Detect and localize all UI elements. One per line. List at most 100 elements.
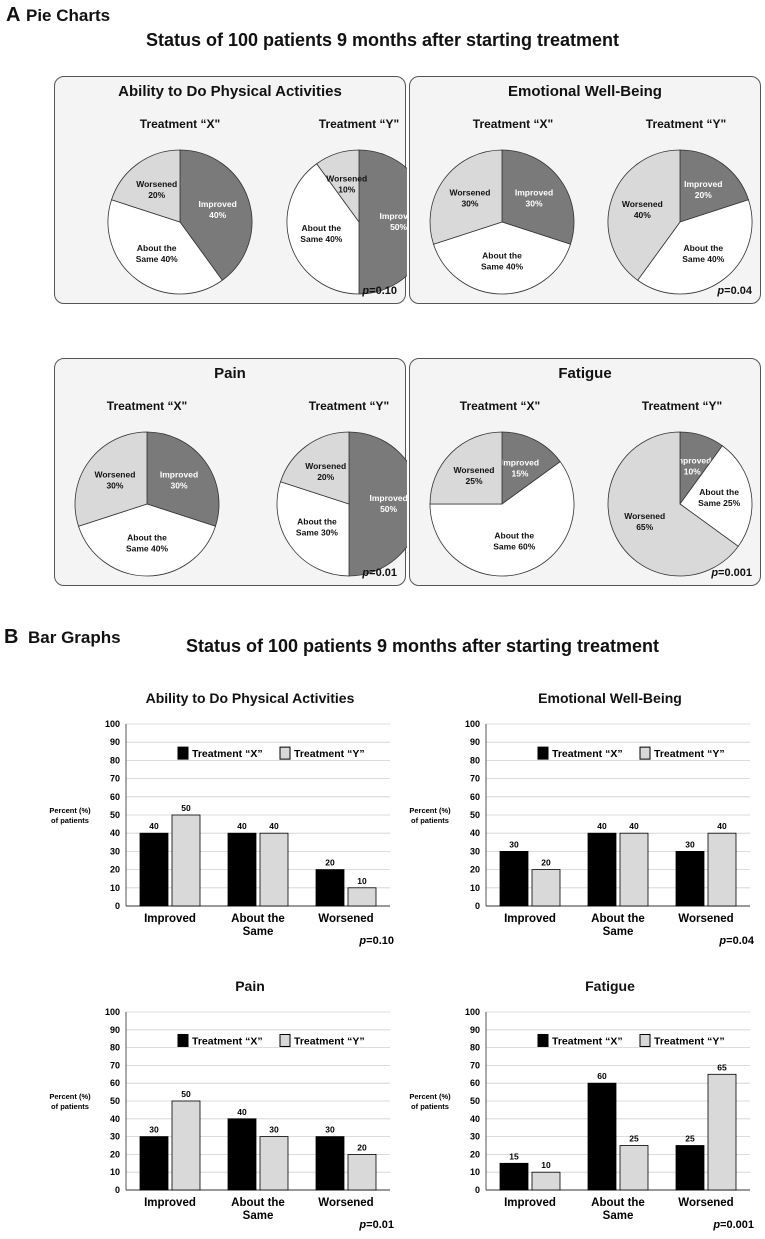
pie-panel-pain: Pain Treatment “X" Treatment “Y" Improve… xyxy=(54,358,407,586)
legend-swatch-x xyxy=(537,1033,549,1047)
legend-label-x: Treatment “X” xyxy=(192,748,263,760)
pie-slice-label: Improved 20% xyxy=(684,179,722,200)
y-tick-label: 0 xyxy=(475,1185,480,1195)
bar-data-label: 30 xyxy=(149,1125,159,1135)
bar-data-label: 40 xyxy=(597,821,607,831)
pie-slice-improved xyxy=(146,431,220,527)
bar-treatment-x xyxy=(315,1136,345,1191)
pie-slice-label: Worsened 30% xyxy=(94,470,135,491)
pie-title-y: Treatment “Y" xyxy=(318,117,400,131)
pie-slice-label: Improved 30% xyxy=(160,470,198,491)
pie-title-x: Treatment “X" xyxy=(472,117,554,131)
y-tick-label: 80 xyxy=(470,755,480,765)
pie-panel-title: Ability to Do Physical Activities xyxy=(118,83,342,100)
x-category-label: Worsened xyxy=(318,1197,373,1209)
y-tick-label: 80 xyxy=(470,1043,480,1053)
bar-treatment-x xyxy=(499,1162,529,1191)
pie-slice-same xyxy=(679,445,753,547)
pie-panel-title: Fatigue xyxy=(558,365,612,382)
pie-slice-worsened xyxy=(429,431,503,505)
y-tick-label: 20 xyxy=(110,1149,120,1159)
bar-treatment-x xyxy=(315,869,345,907)
x-category-label: Worsened xyxy=(678,913,733,925)
bar-data-label: 40 xyxy=(629,821,639,831)
y-tick-label: 90 xyxy=(470,1025,480,1035)
bar-title-pain: Pain xyxy=(235,978,265,994)
pie-slice-same xyxy=(286,163,360,295)
y-tick-label: 10 xyxy=(110,883,120,893)
x-category-label: Improved xyxy=(504,1197,556,1209)
legend-swatch-x xyxy=(177,1033,189,1047)
bar-data-label: 30 xyxy=(685,839,695,849)
x-category-label: Improved xyxy=(504,913,556,925)
section-b-label: Bar Graphs xyxy=(28,628,121,647)
y-tick-label: 30 xyxy=(110,846,120,856)
p-value: p=0.01 xyxy=(362,567,397,579)
y-tick-label: 80 xyxy=(110,755,120,765)
bar-treatment-x xyxy=(587,832,617,907)
bar-treatment-y xyxy=(171,1100,201,1191)
y-tick-label: 70 xyxy=(110,774,120,784)
bar-data-label: 30 xyxy=(269,1125,279,1135)
bar-treatment-y xyxy=(619,832,649,907)
pie-slice-label: About the Same 40% xyxy=(136,243,178,264)
bar-treatment-x xyxy=(139,1136,169,1191)
legend-swatch-y xyxy=(279,1033,291,1047)
pie-slice-label: About the Same 60% xyxy=(493,531,535,552)
pie-slice-same xyxy=(276,481,350,577)
legend-swatch-y xyxy=(639,1033,651,1047)
p-value: p=0.10 xyxy=(358,935,394,947)
pie-title-y: Treatment “Y" xyxy=(645,117,727,131)
bar-treatment-y xyxy=(619,1145,649,1191)
pie-panel-title: Pain xyxy=(214,365,246,382)
y-tick-label: 10 xyxy=(470,883,480,893)
pie-title-y: Treatment “Y" xyxy=(641,399,723,413)
bar-treatment-x xyxy=(139,832,169,907)
x-category-label: About the Same xyxy=(591,913,645,938)
bar-data-label: 20 xyxy=(357,1142,367,1152)
pie-title-x: Treatment “X" xyxy=(459,399,541,413)
section-b-title: Status of 100 patients 9 months after st… xyxy=(185,636,660,656)
y-tick-label: 100 xyxy=(465,1007,480,1017)
pie-slice-label: About the Same 25% xyxy=(698,487,740,508)
bar-treatment-y xyxy=(531,869,561,907)
bar-treatment-x xyxy=(227,1118,257,1191)
y-tick-label: 70 xyxy=(470,774,480,784)
bar-data-label: 40 xyxy=(149,821,159,831)
pie-slice-improved xyxy=(501,149,575,245)
y-tick-label: 90 xyxy=(110,1025,120,1035)
bar-data-label: 40 xyxy=(237,1107,247,1117)
legend-swatch-y xyxy=(279,746,291,760)
p-value: p=0.001 xyxy=(712,1219,754,1231)
y-axis-label: Percent (%) of patients xyxy=(409,806,451,825)
pie-slice-label: Worsened 10% xyxy=(326,173,367,194)
y-tick-label: 0 xyxy=(115,1185,120,1195)
pie-slice-label: Worsened 65% xyxy=(624,511,665,532)
pie-slice-worsened xyxy=(74,431,148,527)
y-tick-label: 30 xyxy=(470,1132,480,1142)
section-a-letter: A xyxy=(6,4,21,26)
legend-label-y: Treatment “Y” xyxy=(654,1035,725,1047)
y-tick-label: 100 xyxy=(465,719,480,729)
legend-swatch-x xyxy=(537,746,549,760)
y-tick-label: 60 xyxy=(110,1078,120,1088)
y-tick-label: 90 xyxy=(470,737,480,747)
bar-treatment-y xyxy=(347,1153,377,1191)
legend-label-x: Treatment “X” xyxy=(552,1035,623,1047)
section-b-letter: B xyxy=(4,626,19,648)
legend-label-y: Treatment “Y” xyxy=(654,748,725,760)
pie-slice-same xyxy=(433,221,571,295)
y-axis-label: Percent (%) of patients xyxy=(49,1092,91,1111)
bar-treatment-y xyxy=(259,832,289,907)
y-tick-label: 60 xyxy=(110,792,120,802)
pie-panel-fatigue: Fatigue Treatment “X" Treatment “Y" Impr… xyxy=(409,358,761,586)
p-value: p=0.04 xyxy=(718,935,754,947)
bar-data-label: 30 xyxy=(509,839,519,849)
pie-panel-title: Emotional Well-Being xyxy=(508,83,662,100)
pie-slice-improved xyxy=(179,149,253,281)
pie-chart-fatigue: Improved 15% About the Same 60% Worsened 25% I… xyxy=(429,431,753,577)
bar-treatment-x xyxy=(675,850,705,907)
bar-data-label: 25 xyxy=(629,1134,639,1144)
